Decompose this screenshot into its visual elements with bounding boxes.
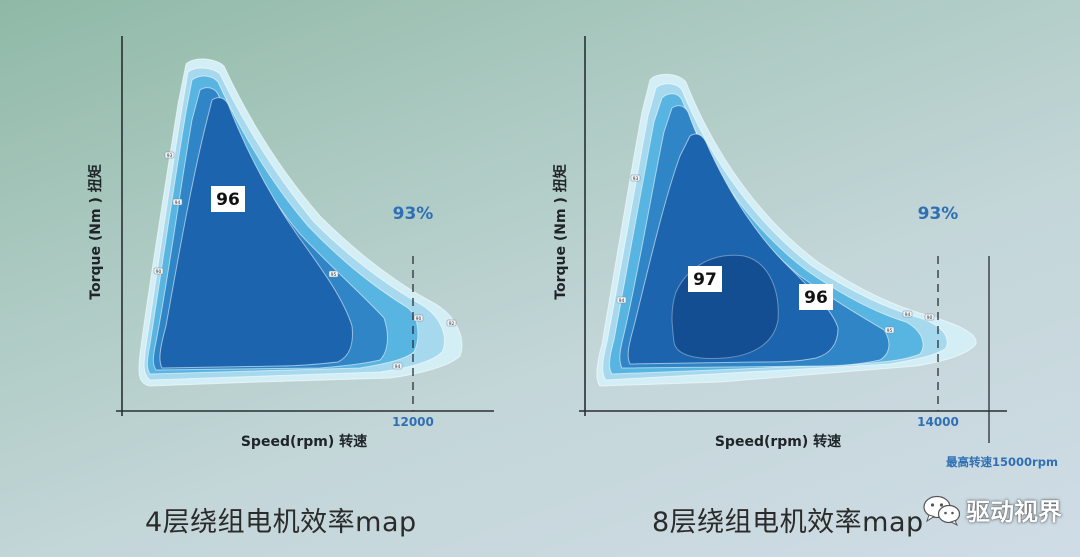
right-x-axis-label: Speed(rpm) 转速 — [715, 433, 841, 450]
svg-text:96: 96 — [804, 288, 828, 308]
left-contour-label: 95 — [328, 270, 339, 278]
left-chart-caption: 4层绕组电机效率map — [145, 507, 417, 538]
left-contour-label: 92 — [446, 319, 457, 327]
left-overall-efficiency: 93% — [393, 204, 434, 224]
right-max-speed-note: 最高转速15000rpm — [946, 455, 1058, 469]
watermark-text: 驱动视界 — [966, 498, 1062, 526]
left-contour-label: 94 — [392, 362, 403, 370]
left-contour-label: 94 — [172, 198, 183, 206]
wechat-icon — [923, 495, 961, 526]
svg-text:95: 95 — [887, 328, 893, 334]
svg-text:94: 94 — [905, 312, 911, 318]
left-band-96 — [159, 97, 353, 369]
left-x-tick-12000: 12000 — [392, 415, 434, 429]
right-chart-caption: 8层绕组电机效率map — [652, 507, 924, 538]
svg-text:95: 95 — [331, 272, 337, 278]
svg-text:90: 90 — [416, 316, 422, 322]
svg-text:97: 97 — [693, 270, 717, 290]
right-secondary-label: 96 — [799, 284, 833, 310]
right-overall-efficiency: 93% — [918, 204, 959, 224]
svg-text:96: 96 — [216, 190, 240, 210]
watermark: 驱动视界 — [922, 492, 1062, 527]
left-x-axis-label: Speed(rpm) 转速 — [241, 433, 367, 450]
svg-text:93: 93 — [633, 176, 639, 182]
right-contour-label: 93 — [630, 174, 641, 182]
right-peak-label: 97 — [688, 266, 722, 292]
left-contour-label: 93 — [164, 151, 175, 159]
right-x-tick-14000: 14000 — [917, 415, 959, 429]
left-contour-label: 90 — [413, 314, 424, 322]
svg-text:94: 94 — [175, 200, 181, 206]
chart-left: Torque (Nm ) 扭矩 Speed(rpm) 转速 12000 93% … — [87, 36, 494, 450]
right-contour-label: 95 — [884, 326, 895, 334]
left-y-axis-label: Torque (Nm ) 扭矩 — [87, 164, 104, 299]
right-contour-label: 90 — [924, 313, 935, 321]
svg-text:94: 94 — [395, 364, 401, 370]
svg-text:90: 90 — [927, 315, 933, 321]
right-contour-label: 94 — [902, 310, 913, 318]
svg-text:93: 93 — [167, 153, 173, 159]
svg-text:92: 92 — [449, 321, 455, 327]
svg-text:94: 94 — [619, 298, 625, 304]
chart-right: Torque (Nm ) 扭矩 Speed(rpm) 转速 14000 最高转速… — [552, 36, 1058, 469]
left-peak-label: 96 — [211, 186, 245, 212]
right-y-axis-label: Torque (Nm ) 扭矩 — [552, 164, 569, 299]
left-contour-label: 90 — [153, 267, 164, 275]
right-contour-label: 94 — [616, 296, 627, 304]
svg-text:90: 90 — [156, 269, 162, 275]
